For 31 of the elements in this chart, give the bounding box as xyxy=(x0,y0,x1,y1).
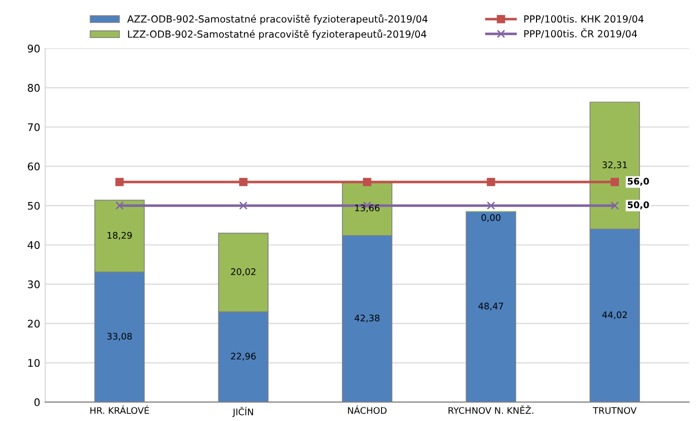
y-tick-label: 90 xyxy=(28,44,40,53)
data-label: 32,31 xyxy=(602,161,627,170)
y-tick-label: 50 xyxy=(28,202,40,210)
data-label: 48,47 xyxy=(478,302,504,310)
legend-label: AZZ-ODB-902-Samostatné pracoviště fyzioterapeutů-2019/04 xyxy=(127,14,428,25)
legend-label: PPP/100tis. ČR 2019/04 xyxy=(524,28,637,38)
x-tick-label: JIČÍN xyxy=(232,406,253,418)
data-label: 56,0 xyxy=(628,178,649,186)
data-label: 18,29 xyxy=(108,232,132,240)
data-label: 33,08 xyxy=(107,332,132,341)
x-tick-label: TRUTNOV xyxy=(592,407,637,414)
x-tick-label: HR. KRÁLOVÉ xyxy=(90,405,149,414)
legend-label: LZZ-ODB-902-Samostatné pracoviště fyzioterapeutů-2019/04 xyxy=(128,29,426,40)
y-tick-label: 10 xyxy=(28,358,40,367)
y-tick-label: 40 xyxy=(28,241,40,249)
data-label: 50,0 xyxy=(628,201,649,210)
y-tick-label: 0 xyxy=(34,398,40,406)
data-label: 0,00 xyxy=(481,214,500,222)
data-label: 20,02 xyxy=(231,268,256,276)
y-tick-label: 60 xyxy=(28,162,40,170)
x-tick-label: NÁCHOD xyxy=(348,405,387,414)
data-label: 22,96 xyxy=(231,352,256,360)
y-tick-label: 30 xyxy=(28,280,40,288)
legend-label: PPP/100tis. KHK 2019/04 xyxy=(524,15,644,24)
y-tick-label: 80 xyxy=(28,84,40,92)
data-label: 42,38 xyxy=(354,314,380,322)
y-tick-label: 20 xyxy=(28,320,40,328)
data-label: 13,66 xyxy=(355,204,380,212)
y-tick-label: 70 xyxy=(28,123,40,132)
x-tick-label: RYCHNOV N. KNĚŽ. xyxy=(448,405,534,414)
data-label: 44,02 xyxy=(602,311,627,320)
